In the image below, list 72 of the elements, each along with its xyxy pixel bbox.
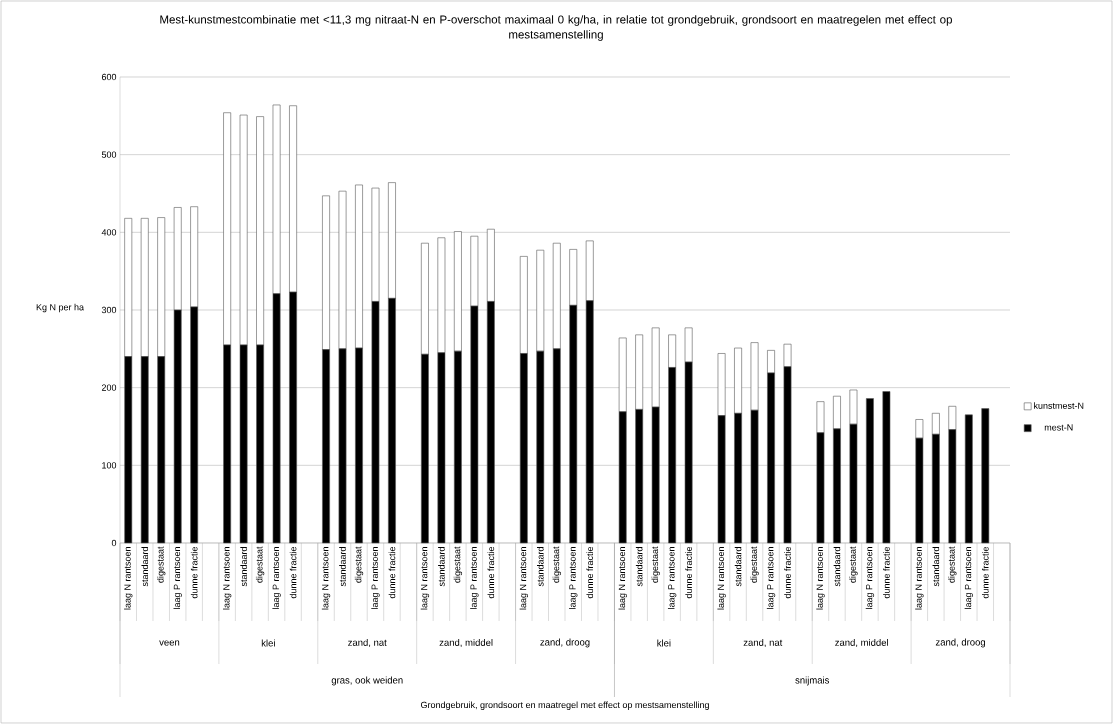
x-tick-label: standaard — [635, 547, 643, 587]
y-tick-label: 300 — [101, 306, 117, 314]
legend-label: mest-N — [1044, 424, 1073, 431]
x-tick-label: laag N rantsoen — [124, 547, 133, 610]
text: zand, middel — [835, 638, 888, 648]
text: zand, nat — [348, 638, 387, 648]
x-tick-label: standaard — [240, 547, 247, 587]
x-tick-label: laag N rantsoen — [519, 547, 529, 610]
text: Grondgebruik, grondsoort en maatregel met effect op mestsamenstelling — [420, 701, 709, 710]
x-tick-label: digestaat — [849, 546, 858, 583]
x-tick-label: standaard — [833, 547, 841, 587]
chart-title: Mest-kunstmestcombinatie met <11,3 mg nitraat-N en P-overschot maximaal 0 kg/ha, in relatie tot grondgebruik, grondsoort en maatregelen met effect op mestsamenstelling — [160, 15, 952, 41]
text: klei — [657, 639, 671, 647]
x-tick-label: standaard — [438, 547, 445, 587]
y-tick-label: 600 — [101, 73, 117, 81]
y-tick-label: 100 — [102, 462, 117, 469]
x-tick-label: laag N rantsoen — [816, 547, 825, 610]
x-tick-label: standaard — [734, 547, 742, 587]
text: zand, droog — [935, 638, 986, 648]
text: zand, middel — [439, 638, 493, 648]
x-tick-label: digestaat — [453, 546, 463, 583]
x-tick-label: digestaat — [750, 546, 759, 583]
x-tick-label: standaard — [932, 547, 940, 587]
x-tick-label: dunne fractie — [883, 546, 890, 599]
x-tick-label: digestaat — [651, 546, 660, 583]
x-tick-label: digestaat — [157, 546, 166, 583]
x-tick-label: laag P rantsoen — [569, 547, 578, 609]
x-tick-label: dunne fractie — [190, 546, 198, 599]
x-tick-label: dunne fractie — [981, 546, 989, 599]
bar — [964, 414, 973, 544]
text: snijmais — [795, 676, 830, 686]
bar — [981, 408, 990, 544]
x-tick-label: laag N rantsoen — [420, 547, 430, 610]
text: klei — [261, 639, 275, 647]
x-tick-label: laag P rantsoen — [470, 547, 479, 609]
y-axis-title: Kg N per ha — [36, 303, 85, 313]
x-tick-label: laag N rantsoen — [618, 547, 627, 610]
x-tick-label: digestaat — [948, 546, 957, 583]
x-tick-label: laag N rantsoen — [915, 547, 924, 610]
x-tick-label: standaard — [339, 547, 346, 587]
x-tick-label: dunne fractie — [289, 546, 297, 599]
x-tick-label: laag P rantsoen — [865, 547, 875, 609]
text: veen — [159, 640, 180, 646]
x-tick-label: dunne fractie — [487, 546, 495, 599]
x-tick-label: digestaat — [255, 546, 265, 583]
x-tick-label: standaard — [536, 547, 544, 587]
x-tick-label: laag P rantsoen — [173, 547, 182, 609]
text: zand, nat — [743, 638, 783, 648]
x-tick-label: standaard — [141, 547, 149, 587]
x-tick-label: laag N rantsoen — [321, 547, 331, 610]
x-tick-label: digestaat — [552, 546, 561, 583]
x-tick-label: laag P rantsoen — [964, 547, 974, 609]
y-tick-label: 400 — [101, 229, 117, 236]
bar — [866, 398, 874, 544]
y-tick-label: 200 — [101, 384, 117, 391]
y-tick-label: 500 — [101, 151, 117, 158]
text: zand, droog — [540, 638, 590, 648]
text: gras, ook weiden — [331, 676, 403, 686]
bar — [882, 391, 891, 544]
x-tick-label: dunne fractie — [685, 546, 692, 599]
x-tick-label: dunne fractie — [586, 546, 594, 599]
x-tick-label: laag P rantsoen — [371, 547, 380, 609]
x-tick-label: laag P rantsoen — [667, 547, 677, 609]
x-tick-label: laag N rantsoen — [717, 547, 726, 610]
y-tick-label: 0 — [111, 539, 117, 547]
x-tick-label: laag P rantsoen — [766, 547, 776, 609]
legend-label: kunstmest-N — [1034, 402, 1084, 409]
x-tick-label: laag N rantsoen — [222, 547, 232, 610]
x-tick-label: dunne fractie — [784, 546, 791, 599]
x-tick-label: digestaat — [354, 546, 364, 583]
x-tick-label: dunne fractie — [388, 546, 396, 599]
x-tick-label: laag P rantsoen — [272, 547, 281, 609]
